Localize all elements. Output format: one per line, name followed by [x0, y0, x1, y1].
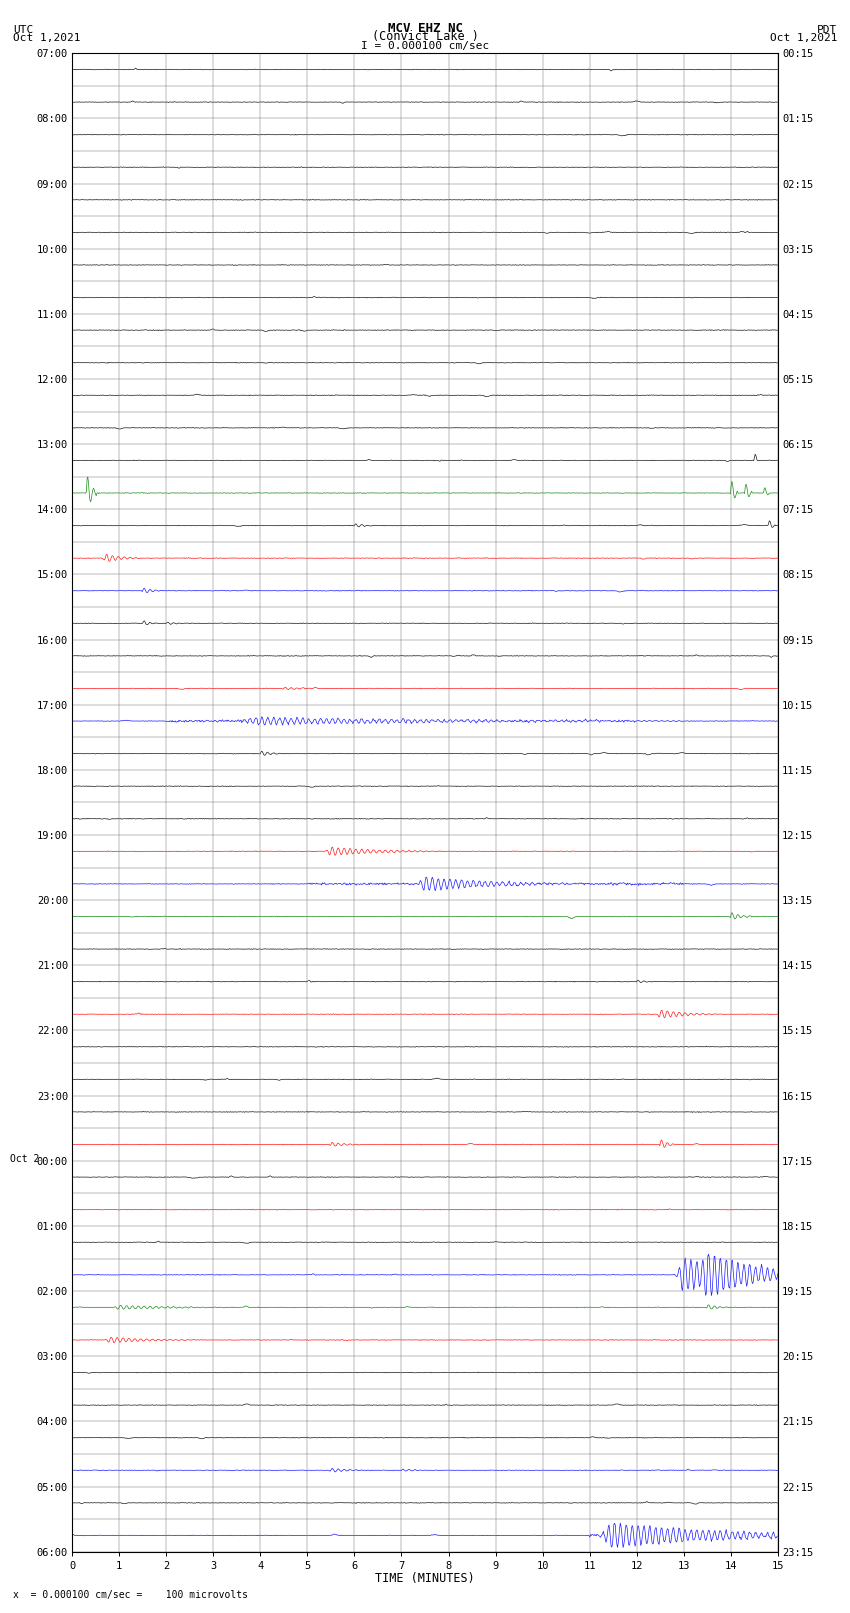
Text: x  = 0.000100 cm/sec =    100 microvolts: x = 0.000100 cm/sec = 100 microvolts	[13, 1590, 247, 1600]
Text: Oct 1,2021: Oct 1,2021	[13, 32, 80, 44]
Text: I = 0.000100 cm/sec: I = 0.000100 cm/sec	[361, 40, 489, 50]
Text: UTC: UTC	[13, 24, 33, 35]
Text: MCV EHZ NC: MCV EHZ NC	[388, 21, 462, 35]
Text: Oct 1,2021: Oct 1,2021	[770, 32, 837, 44]
X-axis label: TIME (MINUTES): TIME (MINUTES)	[375, 1573, 475, 1586]
Text: Oct 2: Oct 2	[10, 1155, 39, 1165]
Text: PDT: PDT	[817, 24, 837, 35]
Text: (Convict Lake ): (Convict Lake )	[371, 29, 479, 44]
